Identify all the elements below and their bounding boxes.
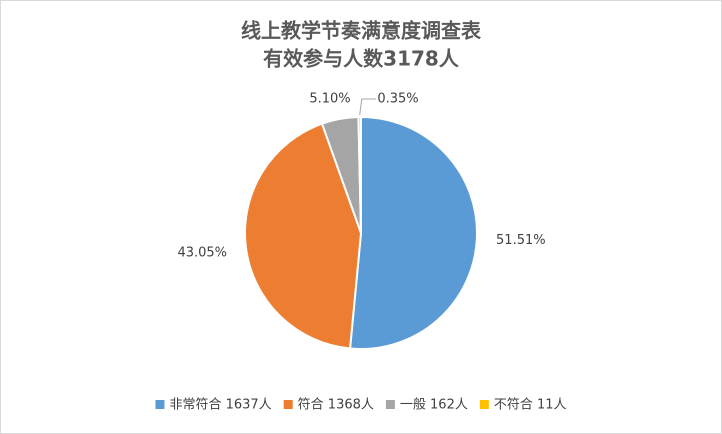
legend-swatch bbox=[479, 400, 489, 409]
legend-item: 不符合 11人 bbox=[479, 397, 567, 413]
legend-item: 一般 162人 bbox=[385, 397, 468, 413]
legend-label: 符合 1368人 bbox=[298, 397, 374, 413]
data-label: 43.05% bbox=[177, 245, 227, 260]
legend-label: 一般 162人 bbox=[400, 397, 468, 413]
pie-slice bbox=[348, 115, 478, 350]
legend-label: 非常符合 1637人 bbox=[169, 397, 271, 413]
legend-swatch bbox=[283, 400, 293, 409]
chart-subtitle: 有效参与人数3178人 bbox=[263, 47, 460, 71]
legend-label: 不符合 11人 bbox=[494, 397, 567, 413]
data-label: 5.10% bbox=[309, 92, 350, 107]
data-label: 0.35% bbox=[377, 92, 418, 107]
legend-swatch bbox=[385, 400, 395, 409]
legend-item: 符合 1368人 bbox=[283, 397, 374, 413]
legend-swatch bbox=[155, 400, 165, 409]
pie-slice bbox=[357, 115, 362, 234]
chart-title: 线上教学节奏满意度调查表 bbox=[241, 19, 482, 43]
data-label: 51.51% bbox=[496, 233, 546, 248]
leader-line bbox=[359, 98, 376, 116]
legend-item: 非常符合 1637人 bbox=[155, 397, 272, 413]
pie-slice bbox=[244, 122, 363, 350]
